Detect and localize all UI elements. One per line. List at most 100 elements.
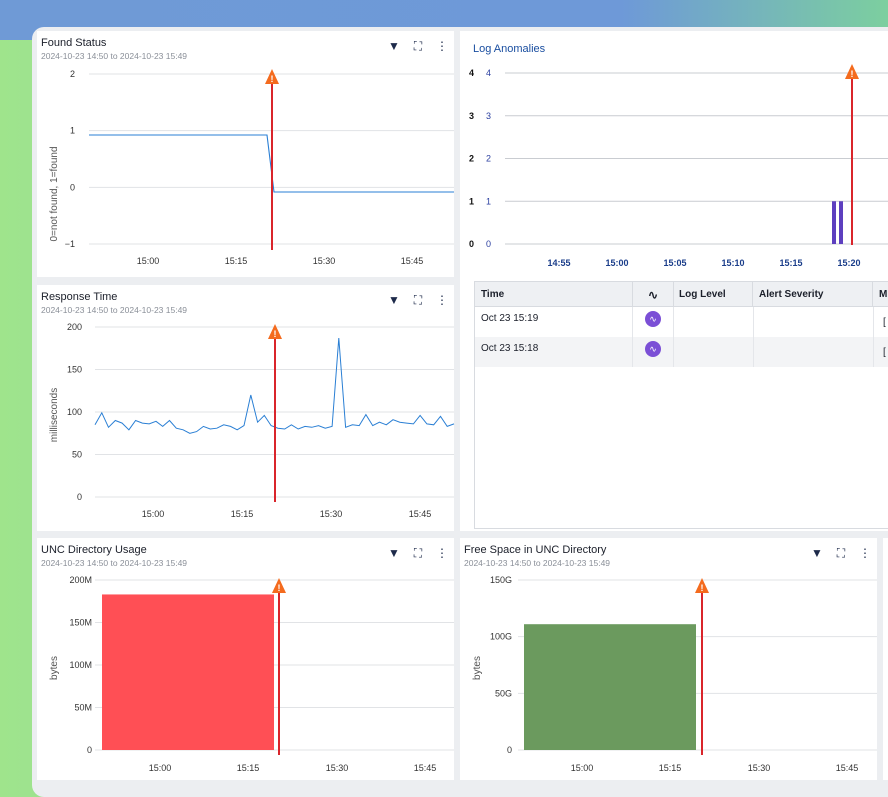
log-anomalies-x-tick: 15:20 xyxy=(837,258,860,268)
log-anomalies-x-tick: 15:05 xyxy=(663,258,686,268)
panel-subtitle: 2024-10-23 14:50 to 2024-10-23 15:49 xyxy=(464,558,611,568)
response-time-x-tick: 15:30 xyxy=(320,509,343,519)
anomaly-cell: ∿ xyxy=(633,307,674,337)
row-time: Oct 23 15:18 xyxy=(475,337,633,367)
response-time-panel: Response Time 2024-10-23 14:50 to 2024-1… xyxy=(37,285,455,531)
y-axis-label: bytes xyxy=(472,656,483,680)
log-anomalies-x-tick: 15:15 xyxy=(779,258,802,268)
response-time-y-tick: 100 xyxy=(67,407,82,417)
unc-usage-y-tick: 150M xyxy=(69,618,92,628)
response-time-y-tick: 50 xyxy=(72,450,82,460)
warning-icon[interactable]: ! xyxy=(695,578,709,593)
row-time: Oct 23 15:19 xyxy=(475,307,633,337)
free-space-y-tick: 50G xyxy=(495,688,512,698)
found-status-y-tick: −1 xyxy=(65,239,75,249)
panel-title: Response Time xyxy=(41,291,118,303)
unc-usage-x-tick: 15:45 xyxy=(414,763,437,773)
warning-icon[interactable]: ! xyxy=(268,324,282,339)
anomaly-bar[interactable] xyxy=(839,201,843,244)
message-cell: [ xyxy=(883,347,886,358)
column-header-anomaly[interactable]: ∿ xyxy=(633,282,674,306)
found-status-y-tick: 1 xyxy=(70,126,75,136)
free-space-y-tick: 0 xyxy=(507,745,512,755)
log-level-cell xyxy=(673,337,754,367)
response-time-x-tick: 15:45 xyxy=(409,509,432,519)
free-space-x-tick: 15:15 xyxy=(659,763,682,773)
table-header: Time ∿ Log Level Alert Severity M xyxy=(475,282,888,307)
anomaly-cell: ∿ xyxy=(633,337,674,367)
filter-icon[interactable]: ▼ xyxy=(388,39,400,53)
log-anomalies-x-tick: 15:00 xyxy=(605,258,628,268)
anomaly-bar[interactable] xyxy=(832,201,836,244)
free-space-area xyxy=(524,624,696,750)
filter-icon[interactable]: ▼ xyxy=(388,293,400,307)
found-status-x-tick: 15:00 xyxy=(137,256,160,266)
expand-icon[interactable]: ⛶ xyxy=(413,546,423,560)
log-anomalies-x-tick: 15:10 xyxy=(721,258,744,268)
response-time-x-tick: 15:00 xyxy=(142,509,165,519)
column-header-log-level[interactable]: Log Level xyxy=(673,282,753,306)
unc-usage-x-tick: 15:15 xyxy=(237,763,260,773)
svg-text:!: ! xyxy=(851,69,854,79)
log-anomalies-y-tick-right: 1 xyxy=(486,196,491,206)
unc-usage-x-tick: 15:00 xyxy=(149,763,172,773)
unc-usage-chart: bytes 200M 150M 100M 50M 0 15:00 15:15 15:30 15… xyxy=(49,575,454,773)
response-time-y-tick: 150 xyxy=(67,365,82,375)
found-status-panel: Found Status 2024-10-23 14:50 to 2024-10… xyxy=(37,31,454,277)
warning-icon[interactable]: ! xyxy=(272,578,286,593)
unc-usage-area xyxy=(102,594,274,750)
response-time-y-tick: 0 xyxy=(77,492,82,502)
y-axis-label: 0=not found, 1=found xyxy=(49,146,60,241)
anomaly-icon[interactable]: ∿ xyxy=(645,311,661,327)
message-cell: [ xyxy=(883,317,886,328)
found-status-y-tick: 0 xyxy=(70,182,75,192)
log-anomalies-y-tick: 0 xyxy=(469,239,474,249)
table-row[interactable]: Oct 23 15:19 ∿ [ xyxy=(475,307,888,337)
warning-icon[interactable]: ! xyxy=(265,69,279,84)
unc-usage-panel: UNC Directory Usage 2024-10-23 14:50 to … xyxy=(37,538,454,780)
unc-usage-y-tick: 100M xyxy=(69,660,92,670)
y-axis-label: bytes xyxy=(49,656,60,680)
free-space-panel: Free Space in UNC Directory 2024-10-23 1… xyxy=(460,538,877,780)
alert-severity-cell xyxy=(753,337,874,367)
unc-usage-y-tick: 50M xyxy=(74,703,92,713)
log-anomalies-y-tick: 3 xyxy=(469,111,474,121)
svg-text:!: ! xyxy=(271,74,274,84)
free-space-x-tick: 15:30 xyxy=(748,763,771,773)
filter-icon[interactable]: ▼ xyxy=(811,546,823,560)
svg-text:!: ! xyxy=(274,329,277,339)
table-row[interactable]: Oct 23 15:18 ∿ [ xyxy=(475,337,888,367)
log-anomalies-x-tick: 14:55 xyxy=(547,258,570,268)
free-space-x-tick: 15:00 xyxy=(571,763,594,773)
warning-icon[interactable]: ! xyxy=(845,64,859,79)
column-header-time[interactable]: Time xyxy=(475,282,633,306)
unc-usage-y-tick: 200M xyxy=(69,575,92,585)
anomalies-table: Time ∿ Log Level Alert Severity M Oct 23… xyxy=(474,281,888,529)
panel-title-link[interactable]: Log Anomalies xyxy=(473,43,546,55)
unc-usage-x-tick: 15:30 xyxy=(326,763,349,773)
filter-icon[interactable]: ▼ xyxy=(388,546,400,560)
log-level-cell xyxy=(673,307,754,337)
free-space-y-tick: 150G xyxy=(490,575,512,585)
found-status-x-tick: 15:15 xyxy=(225,256,248,266)
anomaly-icon[interactable]: ∿ xyxy=(645,341,661,357)
found-status-line xyxy=(89,134,454,193)
panel-subtitle: 2024-10-23 14:50 to 2024-10-23 15:49 xyxy=(41,305,188,315)
column-header-alert-severity[interactable]: Alert Severity xyxy=(753,282,873,306)
more-icon[interactable]: ⋮ xyxy=(436,293,448,307)
panel-title: UNC Directory Usage xyxy=(41,544,147,556)
alert-severity-cell xyxy=(753,307,874,337)
expand-icon[interactable]: ⛶ xyxy=(836,546,846,560)
more-icon[interactable]: ⋮ xyxy=(859,546,871,560)
more-icon[interactable]: ⋮ xyxy=(436,39,448,53)
expand-icon[interactable]: ⛶ xyxy=(413,39,423,53)
free-space-x-tick: 15:45 xyxy=(836,763,859,773)
response-time-y-tick: 200 xyxy=(67,322,82,332)
found-status-y-tick: 2 xyxy=(70,69,75,79)
more-icon[interactable]: ⋮ xyxy=(436,546,448,560)
expand-icon[interactable]: ⛶ xyxy=(413,293,423,307)
log-anomalies-y-tick: 2 xyxy=(469,154,474,164)
column-header-message[interactable]: M xyxy=(879,289,888,300)
log-anomalies-y-tick-right: 2 xyxy=(486,154,491,164)
svg-text:!: ! xyxy=(278,583,281,593)
